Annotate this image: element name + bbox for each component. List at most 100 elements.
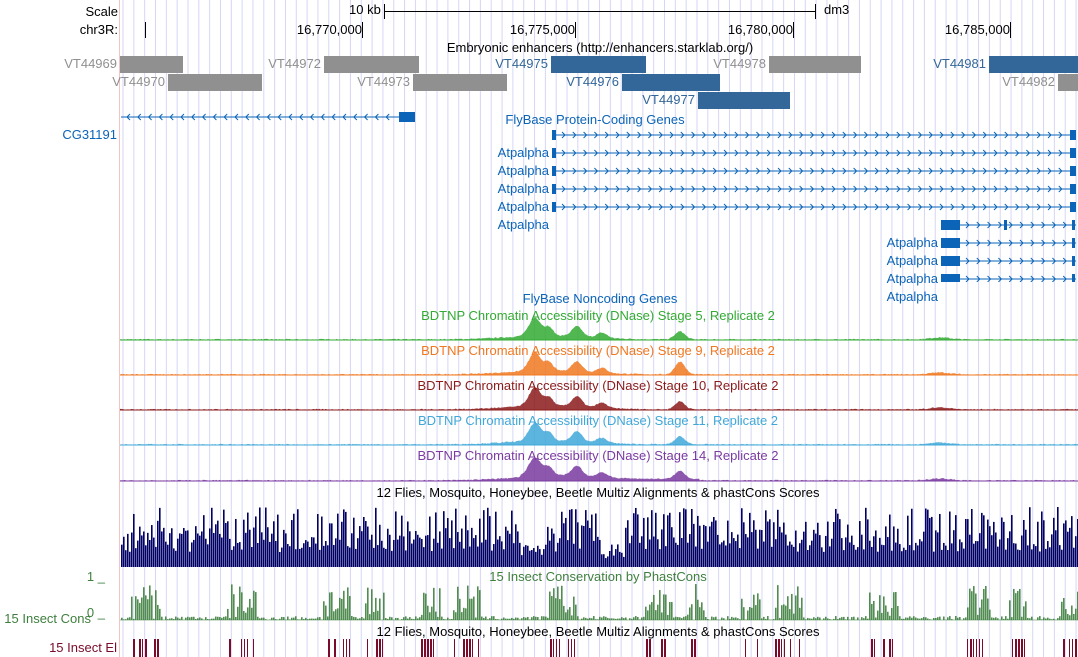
conserved-element[interactable]	[247, 639, 248, 657]
gene-label[interactable]: Atpalpha	[497, 145, 549, 160]
exon[interactable]	[941, 238, 960, 248]
enhancer-label[interactable]: VT44981	[933, 56, 986, 71]
conserved-element[interactable]	[874, 639, 875, 657]
gene-label[interactable]: Atpalpha	[497, 199, 549, 214]
exon[interactable]	[552, 166, 556, 176]
exon[interactable]	[1070, 166, 1076, 176]
conserved-element[interactable]	[550, 639, 552, 657]
conserved-element[interactable]	[478, 639, 479, 657]
enhancer-label[interactable]: VT44969	[64, 56, 117, 71]
gene-label[interactable]: Atpalpha	[886, 235, 938, 250]
enhancer-label[interactable]: VT44977	[642, 92, 695, 107]
conserved-element[interactable]	[892, 639, 893, 657]
enhancer-feature[interactable]	[989, 56, 1078, 73]
conserved-element[interactable]	[469, 639, 471, 657]
exon[interactable]	[1072, 274, 1075, 282]
conserved-element[interactable]	[157, 639, 159, 657]
exon[interactable]	[552, 184, 556, 194]
conserved-element[interactable]	[367, 639, 368, 657]
conserved-element[interactable]	[244, 639, 245, 657]
conserved-element[interactable]	[790, 639, 791, 657]
conserved-element[interactable]	[553, 639, 554, 657]
gene-label[interactable]: Atpalpha	[886, 271, 938, 286]
exon[interactable]	[1004, 220, 1007, 230]
gene-label[interactable]: Atpalpha	[497, 163, 549, 178]
enhancer-label[interactable]: VT44976	[566, 74, 619, 89]
conserved-element[interactable]	[142, 639, 143, 657]
conserved-element[interactable]	[646, 639, 648, 657]
conserved-element[interactable]	[241, 639, 242, 657]
conserved-element[interactable]	[343, 639, 344, 657]
conserved-element[interactable]	[568, 639, 569, 657]
conserved-element[interactable]	[253, 639, 254, 657]
conserved-element[interactable]	[1021, 639, 1023, 657]
exon[interactable]	[1070, 148, 1076, 158]
conserved-element[interactable]	[784, 639, 785, 657]
enhancer-feature[interactable]	[168, 74, 262, 91]
enhancer-feature[interactable]	[120, 56, 183, 73]
conserved-element[interactable]	[556, 639, 557, 657]
enhancer-label[interactable]: VT44970	[112, 74, 165, 89]
conserved-element[interactable]	[133, 639, 135, 657]
conserved-element[interactable]	[229, 639, 231, 657]
conserved-element[interactable]	[571, 639, 572, 657]
enhancer-feature[interactable]	[413, 74, 507, 91]
conserved-element[interactable]	[346, 639, 347, 657]
exon[interactable]	[941, 220, 960, 230]
conserved-element[interactable]	[694, 639, 696, 657]
conserved-element[interactable]	[883, 639, 885, 657]
conserved-element[interactable]	[154, 639, 156, 657]
exon[interactable]	[1072, 238, 1075, 248]
conserved-element[interactable]	[376, 639, 378, 657]
enhancer-label[interactable]: VT44972	[268, 56, 321, 71]
conserved-element[interactable]	[382, 639, 383, 657]
conserved-element[interactable]	[139, 639, 141, 657]
enhancer-feature[interactable]	[769, 56, 861, 73]
enhancer-label[interactable]: VT44973	[357, 74, 410, 89]
conserved-element[interactable]	[454, 639, 455, 657]
conserved-element[interactable]	[559, 639, 560, 657]
dnase-signal[interactable]	[120, 317, 1078, 340]
dnase-signal[interactable]	[120, 422, 1078, 445]
conserved-element[interactable]	[781, 639, 782, 657]
conserved-element[interactable]	[775, 639, 777, 657]
gene-label[interactable]: Atpalpha	[886, 253, 938, 268]
enhancer-feature[interactable]	[324, 56, 419, 73]
conserved-element[interactable]	[349, 639, 350, 657]
conserved-element[interactable]	[1015, 639, 1017, 657]
conserved-element[interactable]	[649, 639, 651, 657]
conserved-element[interactable]	[463, 639, 465, 657]
conserved-element[interactable]	[757, 639, 758, 657]
dnase-signal[interactable]	[120, 457, 1078, 481]
conserved-element[interactable]	[1012, 639, 1013, 657]
exon[interactable]	[1070, 184, 1076, 194]
conserved-element[interactable]	[574, 639, 575, 657]
conserved-element[interactable]	[745, 639, 746, 657]
dnase-signal[interactable]	[120, 352, 1078, 375]
dnase-signal[interactable]	[120, 387, 1078, 410]
conserved-element[interactable]	[430, 639, 432, 657]
conserved-element[interactable]	[973, 639, 974, 657]
conserved-element[interactable]	[1024, 639, 1025, 657]
conserved-element[interactable]	[1075, 639, 1077, 657]
enhancer-feature[interactable]	[698, 92, 790, 109]
conserved-element[interactable]	[1018, 639, 1020, 657]
conserved-element[interactable]	[970, 639, 972, 657]
exon[interactable]	[941, 256, 960, 266]
exon[interactable]	[552, 130, 556, 140]
conserved-element[interactable]	[421, 639, 423, 657]
enhancer-label[interactable]: VT44982	[1002, 74, 1055, 89]
exon[interactable]	[1072, 220, 1075, 230]
gene-label[interactable]: Atpalpha	[497, 181, 549, 196]
exon[interactable]	[552, 202, 556, 212]
conserved-element[interactable]	[1063, 639, 1065, 657]
conserved-element[interactable]	[661, 639, 663, 657]
conserved-element[interactable]	[427, 639, 429, 657]
conserved-element[interactable]	[145, 639, 147, 657]
conserved-element[interactable]	[328, 639, 330, 657]
conserved-element[interactable]	[664, 639, 666, 657]
conserved-element[interactable]	[778, 639, 780, 657]
enhancer-feature[interactable]	[622, 74, 720, 91]
conserved-element[interactable]	[967, 639, 968, 657]
conserved-element[interactable]	[889, 639, 891, 657]
